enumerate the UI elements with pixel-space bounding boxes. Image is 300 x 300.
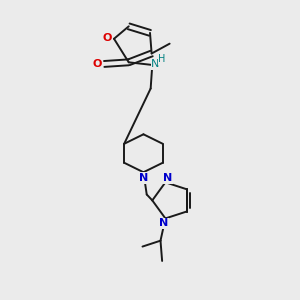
Text: N: N (139, 173, 148, 183)
Text: O: O (102, 33, 112, 43)
Text: N: N (164, 173, 172, 183)
Text: N: N (152, 59, 160, 69)
Text: H: H (158, 54, 166, 64)
Text: N: N (159, 218, 168, 228)
Text: O: O (93, 59, 102, 69)
